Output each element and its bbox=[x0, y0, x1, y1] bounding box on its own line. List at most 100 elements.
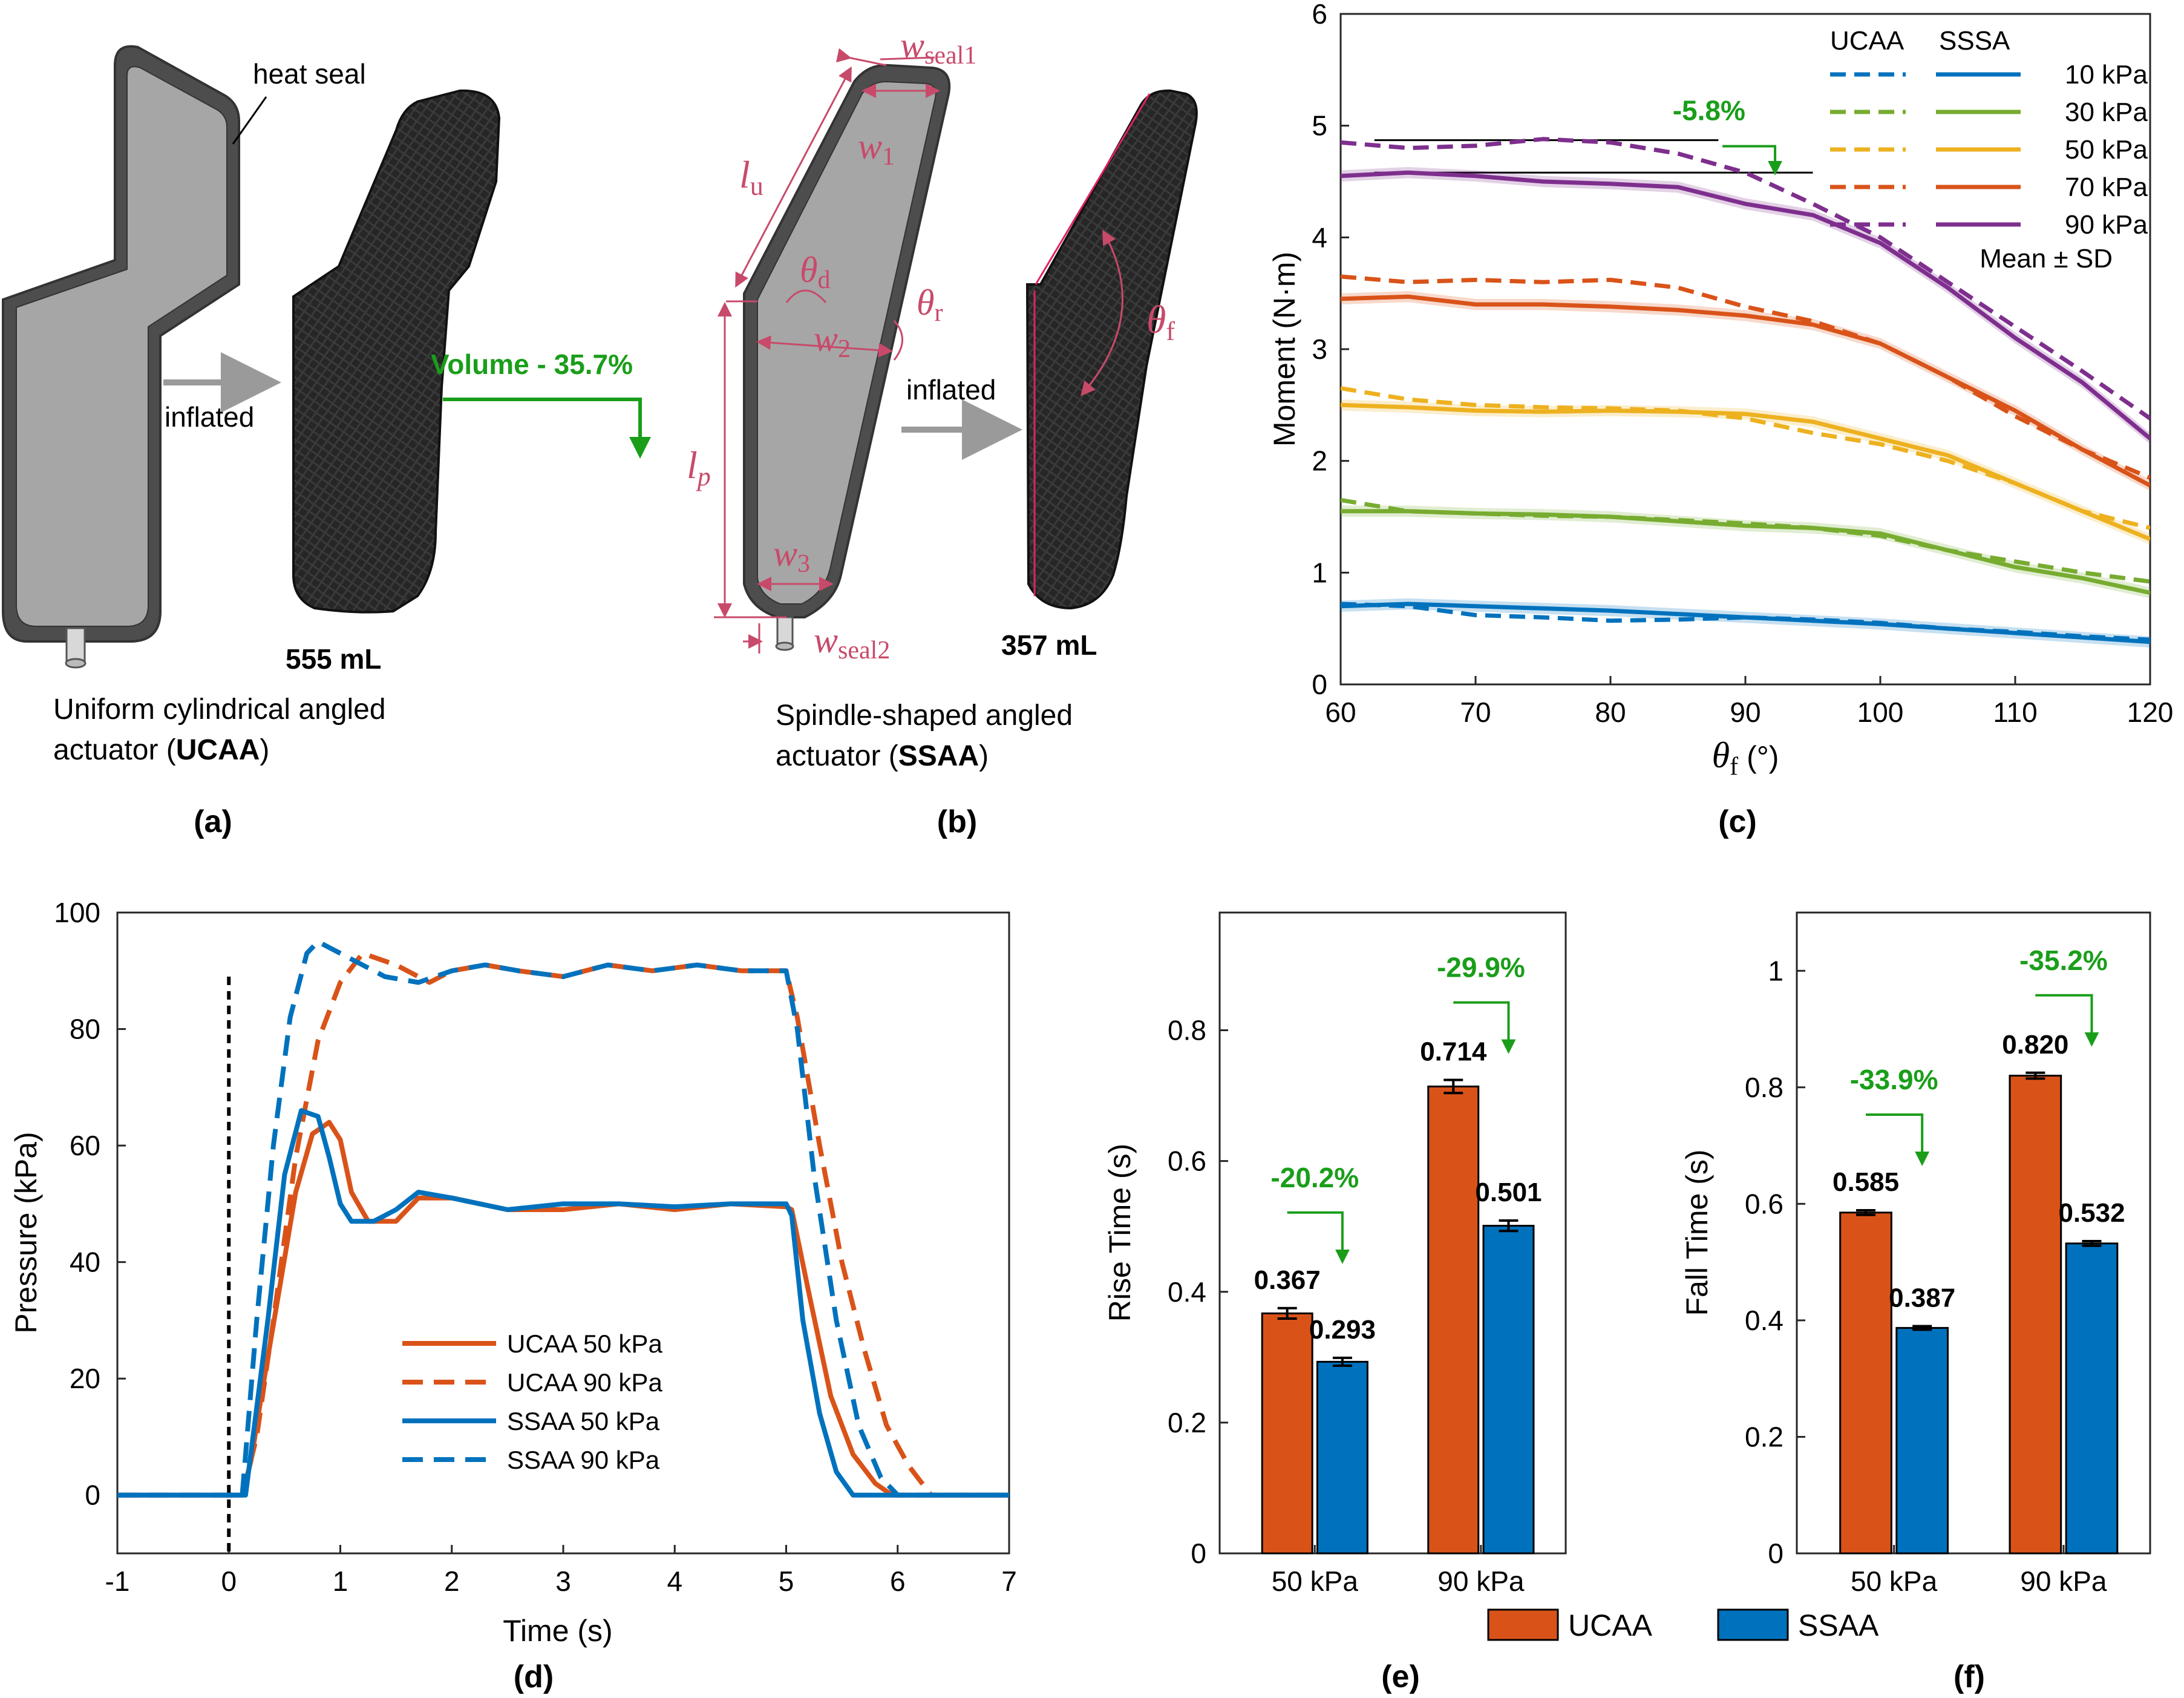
ucaa-inner bbox=[16, 66, 227, 627]
sym-w3: w3 bbox=[773, 534, 810, 578]
panel-c: 60 70 80 90 100 110 120 0 1 2 3 4 5 6 -5.8% UCAA SSSA 1… bbox=[1267, 0, 2173, 839]
c-legend-label: 90 kPa bbox=[2065, 210, 2148, 240]
c-legend-mean-sd: Mean ± SD bbox=[1980, 244, 2113, 274]
ssaa-seam-diag bbox=[1035, 93, 1151, 285]
bar-legend-swatch-ssaa bbox=[1717, 1608, 1789, 1641]
panel-label-a: (a) bbox=[194, 804, 232, 839]
bar-percent-arrow bbox=[1453, 1001, 1516, 1054]
ucaa-port bbox=[65, 627, 86, 664]
chart-f-frame bbox=[1796, 911, 2151, 1555]
bar-value-label: 0.532 bbox=[2058, 1198, 2125, 1228]
c-sd-band bbox=[1341, 598, 2150, 648]
c-ytick-label: 0 bbox=[1312, 669, 1327, 700]
d-xtick-label: 1 bbox=[333, 1565, 348, 1597]
bar-ytick-label: 0 bbox=[1768, 1538, 1783, 1569]
d-ytick-label: 40 bbox=[70, 1247, 100, 1278]
ucaa-caption-1: Uniform cylindrical angled bbox=[53, 693, 386, 726]
bar-ssaa bbox=[1316, 1360, 1368, 1555]
inflated-label-b: inflated bbox=[906, 374, 996, 405]
bar-ucaa bbox=[1839, 1211, 1892, 1555]
d-xtick-label: 7 bbox=[1001, 1565, 1017, 1597]
bar-legend: UCAA SSAA bbox=[1487, 1608, 1879, 1642]
d-ytick-label: 80 bbox=[70, 1014, 100, 1045]
bar-value-label: 0.387 bbox=[1889, 1283, 1955, 1313]
panel-d: -1 0 1 2 3 4 5 6 7 0 20 40 60 80 100 UCAA 50 kPa UCAA 9… bbox=[9, 897, 1017, 1694]
c-legend-label: 10 kPa bbox=[2065, 60, 2148, 90]
sym-wseal1: wseal1 bbox=[900, 25, 976, 70]
bar-ssaa bbox=[1482, 1225, 1535, 1555]
c-ytick-label: 5 bbox=[1312, 110, 1327, 142]
d-xtick-label: 5 bbox=[779, 1565, 794, 1597]
bar-percent-arrow bbox=[1287, 1211, 1350, 1264]
c-xtick-label: 100 bbox=[1857, 697, 1904, 728]
bar-percent-arrow bbox=[2035, 994, 2099, 1047]
bar-ytick-label: 0.6 bbox=[1168, 1146, 1206, 1177]
c-series-ucaa-line bbox=[1341, 497, 2150, 584]
sym-wseal2: wseal2 bbox=[814, 620, 890, 664]
chart-e-ylabel: Rise Time (s) bbox=[1103, 1144, 1137, 1322]
ucaa-caption-2: actuator (UCAA) bbox=[53, 734, 269, 766]
bar-ucaa bbox=[2009, 1075, 2062, 1555]
volume-change-arrow bbox=[443, 398, 651, 459]
c-series-ucaa-line bbox=[1341, 137, 2150, 421]
ssaa-volume: 357 mL bbox=[1001, 629, 1097, 661]
d-series-line bbox=[117, 1108, 1009, 1498]
c-series-ssaa-line bbox=[1341, 294, 2150, 488]
bar-xtick-label: 50 kPa bbox=[1851, 1565, 1938, 1597]
panel-e: 0 0.2 0.4 0.6 0.8 50 kPa 0.367 0.293 -20.2% 90 kP… bbox=[1103, 911, 1567, 1694]
d-xtick-label: 4 bbox=[667, 1565, 682, 1597]
c-xtick-label: 110 bbox=[1993, 697, 2037, 728]
heat-seal-label: heat seal bbox=[253, 58, 366, 90]
chart-c-ylabel: Moment (N·m) bbox=[1267, 252, 1301, 447]
bar-value-label: 0.293 bbox=[1309, 1315, 1376, 1345]
d-xtick-label: -1 bbox=[105, 1565, 130, 1597]
d-xtick-label: 2 bbox=[444, 1565, 460, 1597]
sym-theta-d: θd bbox=[800, 250, 830, 294]
c-ytick-label: 1 bbox=[1312, 557, 1327, 588]
bar-ytick-label: 0.8 bbox=[1168, 1015, 1206, 1046]
bar-xtick-label: 90 kPa bbox=[2020, 1565, 2107, 1597]
ucaa-port-end bbox=[65, 658, 87, 669]
bar-ytick-label: 0.6 bbox=[1745, 1188, 1783, 1219]
sym-w1: w1 bbox=[858, 126, 895, 171]
bar-value-label: 0.501 bbox=[1475, 1178, 1542, 1207]
bar-value-label: 0.585 bbox=[1833, 1167, 1899, 1197]
d-xtick-label: 3 bbox=[555, 1565, 571, 1597]
bar-legend-label-ssaa: SSAA bbox=[1798, 1608, 1879, 1642]
sym-theta-r: θr bbox=[917, 283, 943, 327]
bar-ytick-label: 0 bbox=[1191, 1538, 1206, 1569]
ssaa-caption-2: actuator (SSAA) bbox=[776, 740, 989, 772]
ssaa-caption-1: Spindle-shaped angled bbox=[776, 700, 1073, 732]
bar-value-label: 0.367 bbox=[1254, 1265, 1321, 1295]
c-xtick-label: 120 bbox=[2127, 697, 2174, 728]
bar-xtick-label: 50 kPa bbox=[1272, 1565, 1359, 1597]
chart-f-ylabel: Fall Time (s) bbox=[1680, 1150, 1714, 1316]
bar-ucaa bbox=[1261, 1312, 1313, 1555]
chart-c-xlabel: θf (°) bbox=[1712, 735, 1779, 781]
panel-label-d: (d) bbox=[514, 1659, 554, 1694]
d-ytick-label: 100 bbox=[54, 897, 100, 928]
panel-label-e: (e) bbox=[1381, 1659, 1420, 1694]
d-xtick-label: 0 bbox=[221, 1565, 237, 1597]
heat-seal-pointer bbox=[232, 96, 267, 145]
bar-ytick-label: 0.2 bbox=[1168, 1407, 1206, 1438]
bar-legend-label-ucaa: UCAA bbox=[1568, 1608, 1653, 1642]
c-xtick-label: 70 bbox=[1460, 697, 1491, 728]
inflated-label-a: inflated bbox=[165, 401, 254, 433]
ucaa-inflated-image bbox=[292, 89, 501, 614]
sym-theta-f: θf bbox=[1146, 298, 1175, 346]
bar-ytick-label: 0.8 bbox=[1745, 1072, 1783, 1103]
bar-percent-annotation: -33.9% bbox=[1850, 1064, 1938, 1095]
c-legend-label: 50 kPa bbox=[2065, 135, 2148, 165]
d-legend-label: UCAA 90 kPa bbox=[507, 1368, 662, 1397]
chart-d-xlabel: Time (s) bbox=[503, 1614, 612, 1648]
ssaa-port-end bbox=[775, 641, 794, 651]
bar-percent-annotation: -35.2% bbox=[2019, 945, 2108, 976]
c-sd-band bbox=[1341, 291, 2150, 491]
bar-percent-arrow bbox=[1866, 1113, 1930, 1166]
c-series-ucaa-line bbox=[1341, 602, 2150, 642]
c-series-ssaa-line bbox=[1341, 602, 2150, 644]
sym-w2: w2 bbox=[814, 319, 851, 363]
d-legend-label: UCAA 50 kPa bbox=[507, 1329, 662, 1358]
